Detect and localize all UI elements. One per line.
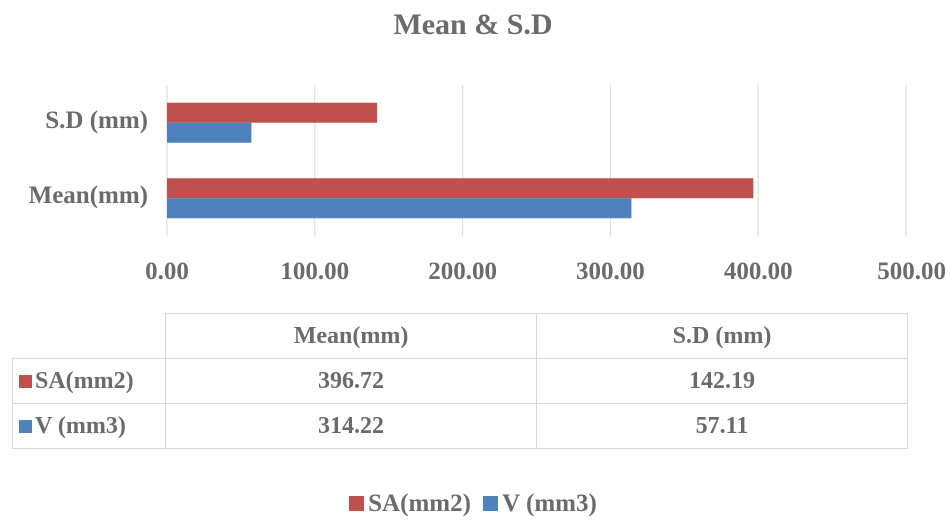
x-tick-label: 100.00 <box>280 258 350 285</box>
legend-swatch <box>349 496 365 511</box>
x-tick-label: 400.00 <box>723 258 793 285</box>
chart-title: Mean & S.D <box>393 8 553 41</box>
data-table-row: V (mm3) 314.22 57.11 <box>12 403 908 449</box>
data-table-header: S.D (mm) <box>536 313 908 359</box>
legend: SA(mm2) V (mm3) <box>0 490 946 518</box>
data-table-row-label: SA(mm2) <box>35 367 134 394</box>
x-tick-label: 200.00 <box>428 258 497 285</box>
data-table-corner <box>12 313 166 359</box>
bar <box>167 198 632 219</box>
data-table-row: SA(mm2) 396.72 142.19 <box>12 358 908 404</box>
legend-swatch <box>483 496 499 511</box>
legend-item: SA(mm2) <box>349 490 471 518</box>
category-label: Mean(mm) <box>28 182 148 210</box>
legend-item: V (mm3) <box>483 490 597 518</box>
data-table-row-header: V (mm3) <box>12 403 166 449</box>
legend-label: V (mm3) <box>502 490 597 517</box>
data-table-row-label: V (mm3) <box>35 412 126 439</box>
bar <box>167 102 378 123</box>
plot-area <box>166 85 907 236</box>
data-table-cell: 396.72 <box>165 358 537 404</box>
data-table-header-row: Mean(mm) S.D (mm) <box>12 313 908 359</box>
legend-key-square <box>19 419 32 433</box>
data-table-cell: 57.11 <box>536 403 908 449</box>
data-table-row-header: SA(mm2) <box>12 358 166 404</box>
legend-label: SA(mm2) <box>368 490 471 517</box>
x-tick-label: 300.00 <box>576 258 645 285</box>
category-label: S.D (mm) <box>45 106 148 134</box>
legend-key-square <box>19 374 32 388</box>
x-tick-label: 500.00 <box>877 258 946 285</box>
bar <box>167 122 252 143</box>
data-table-header: Mean(mm) <box>165 313 537 359</box>
data-table: Mean(mm) S.D (mm) SA(mm2) 396.72 142.19 … <box>12 313 908 449</box>
x-tick-label: 0.00 <box>145 258 189 285</box>
data-table-cell: 142.19 <box>536 358 908 404</box>
data-table-cell: 314.22 <box>165 403 537 449</box>
bar <box>167 178 754 199</box>
